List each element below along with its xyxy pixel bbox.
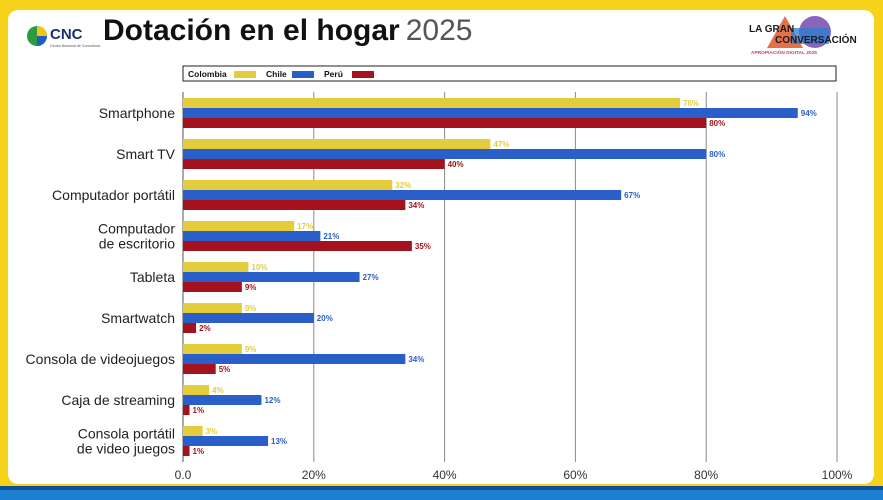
bar-chile-smartwatch bbox=[183, 313, 314, 323]
bar-peru-smartphone bbox=[183, 118, 707, 128]
bottom-frame-band bbox=[0, 486, 883, 500]
chart-card bbox=[8, 10, 874, 484]
bar-peru-smartwatch bbox=[183, 323, 197, 333]
category-label-smartwatch: Smartwatch bbox=[101, 310, 175, 326]
bar-colombia-caja-de-streaming bbox=[183, 385, 210, 395]
bar-colombia-consola-de-videojuegos bbox=[183, 344, 242, 354]
data-label-chile-tableta: 27% bbox=[363, 273, 379, 282]
x-axis-ticks: 0.0 20% 40% 60% 80% 100% bbox=[175, 468, 853, 482]
bar-chile-caja-de-streaming bbox=[183, 395, 262, 405]
category-labels: Smartphone Smart TV Computador portátil Com… bbox=[26, 105, 176, 457]
cnc-logo: CNC Centro Nacional de Consultoría bbox=[27, 26, 100, 48]
data-label-chile-consola-portatil-de-video-juegos: 13% bbox=[271, 437, 287, 446]
bar-peru-computador-de-escritorio bbox=[183, 241, 412, 251]
bar-colombia-computador-de-escritorio bbox=[183, 221, 295, 231]
category-label-caja-de-streaming: Caja de streaming bbox=[61, 392, 175, 408]
data-label-colombia-computador-portatil: 32% bbox=[395, 181, 411, 190]
logo-blue-block-icon bbox=[791, 28, 829, 44]
cnc-logo-text: CNC bbox=[50, 26, 83, 43]
bar-peru-caja-de-streaming bbox=[183, 405, 190, 415]
legend: Colombia Chile Perú bbox=[182, 65, 837, 82]
bar-colombia-tableta bbox=[183, 262, 249, 272]
legend-swatch-colombia bbox=[234, 71, 256, 78]
logo-text-line2: CONVERSACIÓN bbox=[775, 33, 857, 46]
bar-chile-smartphone bbox=[183, 108, 798, 118]
title-year: 2025 bbox=[405, 14, 473, 47]
bar-peru-consola-portatil-de-video-juegos bbox=[183, 446, 190, 456]
data-label-chile-smart-tv: 80% bbox=[709, 150, 725, 159]
data-label-chile-computador-portatil: 67% bbox=[624, 191, 640, 200]
category-label-computador-de-escritorio: Computador de escritorio bbox=[98, 221, 175, 252]
data-label-colombia-smart-tv: 47% bbox=[493, 140, 509, 149]
x-tick-label-40: 40% bbox=[433, 468, 457, 482]
data-label-colombia-caja-de-streaming: 4% bbox=[212, 386, 224, 395]
data-label-peru-consola-de-videojuegos: 5% bbox=[219, 365, 231, 374]
x-tick-label-80: 80% bbox=[694, 468, 718, 482]
bar-chile-consola-portatil-de-video-juegos bbox=[183, 436, 269, 446]
x-tick-label-100: 100% bbox=[822, 468, 853, 482]
x-tick-label-20: 20% bbox=[302, 468, 326, 482]
bar-chile-computador-de-escritorio bbox=[183, 231, 321, 241]
bar-chile-consola-de-videojuegos bbox=[183, 354, 406, 364]
legend-label-colombia: Colombia bbox=[188, 69, 227, 79]
category-label-consola-de-videojuegos: Consola de videojuegos bbox=[26, 351, 175, 367]
bar-peru-tableta bbox=[183, 282, 242, 292]
gran-conversacion-logo: LA GRAN CONVERSACIÓN APROPIACIÓN DIGITAL… bbox=[749, 16, 857, 56]
data-label-peru-computador-de-escritorio: 35% bbox=[415, 242, 431, 251]
legend-swatch-peru bbox=[352, 71, 374, 78]
bar-colombia-smart-tv bbox=[183, 139, 491, 149]
cnc-logo-subtext: Centro Nacional de Consultoría bbox=[50, 44, 100, 48]
cnc-logo-circle-yellow-icon bbox=[37, 26, 47, 36]
bar-colombia-consola-portatil-de-video-juegos bbox=[183, 426, 203, 436]
data-label-colombia-computador-de-escritorio: 17% bbox=[297, 222, 313, 231]
data-label-chile-caja-de-streaming: 12% bbox=[264, 396, 280, 405]
cnc-logo-circle-blue-icon bbox=[37, 36, 47, 46]
logo-text-line1: LA GRAN bbox=[749, 24, 794, 35]
bar-chile-tableta bbox=[183, 272, 360, 282]
data-label-chile-consola-de-videojuegos: 34% bbox=[408, 355, 424, 364]
bar-peru-computador-portatil bbox=[183, 200, 406, 210]
category-label-smart-tv: Smart TV bbox=[116, 146, 176, 162]
data-label-chile-smartwatch: 20% bbox=[317, 314, 333, 323]
data-label-colombia-smartwatch: 9% bbox=[245, 304, 257, 313]
data-label-chile-computador-de-escritorio: 21% bbox=[323, 232, 339, 241]
data-label-colombia-consola-portatil-de-video-juegos: 3% bbox=[206, 427, 218, 436]
category-label-smartphone: Smartphone bbox=[99, 105, 175, 121]
bar-colombia-smartwatch bbox=[183, 303, 242, 313]
x-tick-label-60: 60% bbox=[563, 468, 587, 482]
data-label-colombia-consola-de-videojuegos: 9% bbox=[245, 345, 257, 354]
legend-swatch-chile bbox=[292, 71, 314, 78]
bars: 76% 94% 80% 47% 80% 40% 32% 67% 34% 17% 21% 35% 10% 2… bbox=[183, 98, 817, 456]
legend-label-peru: Perú bbox=[324, 69, 343, 79]
data-label-peru-smart-tv: 40% bbox=[448, 160, 464, 169]
data-label-colombia-tableta: 10% bbox=[251, 263, 267, 272]
data-label-peru-consola-portatil-de-video-juegos: 1% bbox=[193, 447, 205, 456]
title-main: Dotación en el hogar bbox=[103, 14, 400, 47]
data-label-peru-computador-portatil: 34% bbox=[408, 201, 424, 210]
category-label-computador-portatil: Computador portátil bbox=[52, 187, 175, 203]
category-label-tableta: Tableta bbox=[130, 269, 175, 285]
bar-peru-consola-de-videojuegos bbox=[183, 364, 216, 374]
bar-chile-smart-tv bbox=[183, 149, 707, 159]
bar-colombia-smartphone bbox=[183, 98, 681, 108]
data-label-peru-caja-de-streaming: 1% bbox=[193, 406, 205, 415]
category-label-consola-portatil-de-video-juegos: Consola portátil de video juegos bbox=[77, 426, 175, 457]
data-label-peru-smartwatch: 2% bbox=[199, 324, 211, 333]
bar-chile-computador-portatil bbox=[183, 190, 622, 200]
bottom-frame-stripe bbox=[0, 486, 883, 490]
bar-colombia-computador-portatil bbox=[183, 180, 393, 190]
bar-peru-smart-tv bbox=[183, 159, 445, 169]
legend-box bbox=[182, 65, 837, 82]
data-label-colombia-smartphone: 76% bbox=[683, 99, 699, 108]
page-title: Dotación en el hogar 2025 bbox=[103, 14, 472, 48]
logo-subtext: APROPIACIÓN DIGITAL 2025 bbox=[751, 48, 817, 56]
data-label-chile-smartphone: 94% bbox=[801, 109, 817, 118]
x-tick-label-0: 0.0 bbox=[175, 468, 192, 482]
legend-label-chile: Chile bbox=[266, 69, 287, 79]
data-label-peru-smartphone: 80% bbox=[709, 119, 725, 128]
data-label-peru-tableta: 9% bbox=[245, 283, 257, 292]
